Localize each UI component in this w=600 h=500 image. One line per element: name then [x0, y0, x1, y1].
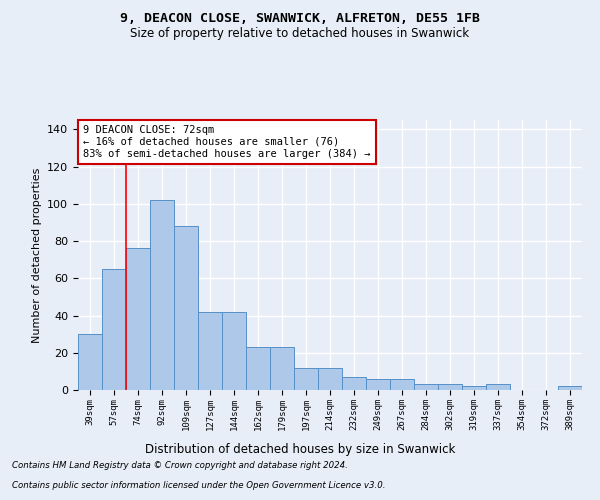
- Bar: [486, 384, 510, 390]
- Text: Contains HM Land Registry data © Crown copyright and database right 2024.: Contains HM Land Registry data © Crown c…: [12, 461, 348, 470]
- Bar: [342, 377, 366, 390]
- Bar: [294, 368, 318, 390]
- Bar: [198, 312, 222, 390]
- Text: 9 DEACON CLOSE: 72sqm
← 16% of detached houses are smaller (76)
83% of semi-deta: 9 DEACON CLOSE: 72sqm ← 16% of detached …: [83, 126, 371, 158]
- Text: Distribution of detached houses by size in Swanwick: Distribution of detached houses by size …: [145, 442, 455, 456]
- Bar: [174, 226, 198, 390]
- Bar: [462, 386, 486, 390]
- Bar: [246, 347, 270, 390]
- Bar: [270, 347, 294, 390]
- Text: Size of property relative to detached houses in Swanwick: Size of property relative to detached ho…: [130, 28, 470, 40]
- Bar: [318, 368, 342, 390]
- Bar: [390, 379, 414, 390]
- Bar: [414, 384, 438, 390]
- Bar: [558, 386, 582, 390]
- Bar: [222, 312, 246, 390]
- Bar: [366, 379, 390, 390]
- Bar: [150, 200, 174, 390]
- Y-axis label: Number of detached properties: Number of detached properties: [32, 168, 41, 342]
- Text: 9, DEACON CLOSE, SWANWICK, ALFRETON, DE55 1FB: 9, DEACON CLOSE, SWANWICK, ALFRETON, DE5…: [120, 12, 480, 26]
- Bar: [126, 248, 150, 390]
- Bar: [78, 334, 102, 390]
- Bar: [102, 269, 126, 390]
- Bar: [438, 384, 462, 390]
- Text: Contains public sector information licensed under the Open Government Licence v3: Contains public sector information licen…: [12, 481, 386, 490]
